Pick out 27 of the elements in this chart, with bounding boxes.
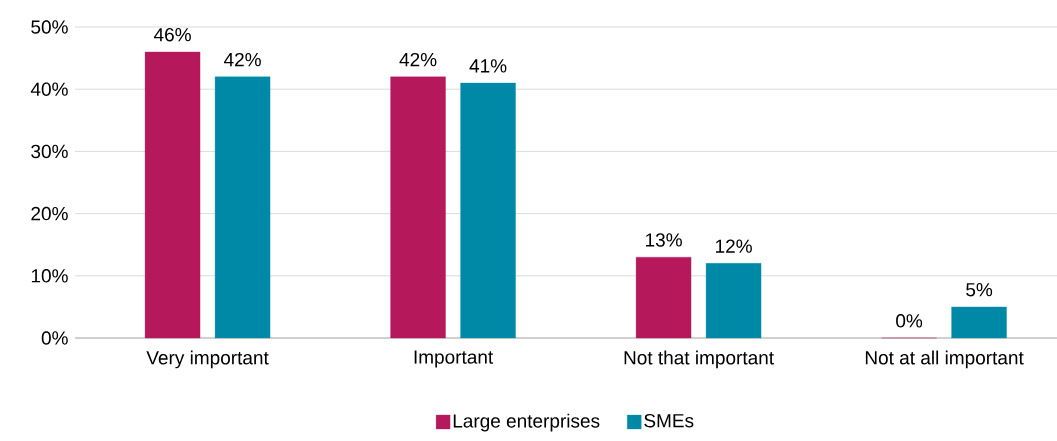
y-tick-label: 30% [31,144,68,159]
bar [390,76,446,339]
bar [635,256,692,339]
x-tick-label: Not at all important [865,350,1024,369]
x-tick-label: Not that important [624,350,774,369]
legend-label: Large enterprises [453,413,600,432]
data-label: 12% [716,239,752,253]
bar [705,263,762,339]
data-label: 5% [966,283,993,297]
data-label: 13% [646,233,682,247]
bar [460,82,516,339]
data-label: 42% [399,52,437,67]
data-label: 0% [896,314,923,328]
x-tick-label: Very important [146,350,269,369]
bar [951,306,1007,339]
y-tick-label: 0% [41,331,68,345]
data-label: 42% [224,52,261,67]
data-label: 41% [469,59,507,73]
y-tick-label: 50% [31,20,68,34]
x-tick-label: Important [414,350,494,368]
data-label: 46% [153,27,191,42]
y-tick-label: 20% [31,206,68,221]
legend-label: SMEs [644,413,694,428]
y-tick-label: 40% [30,82,68,96]
y-tick-label: 10% [31,269,68,283]
bar [144,51,201,339]
bar [214,76,271,339]
